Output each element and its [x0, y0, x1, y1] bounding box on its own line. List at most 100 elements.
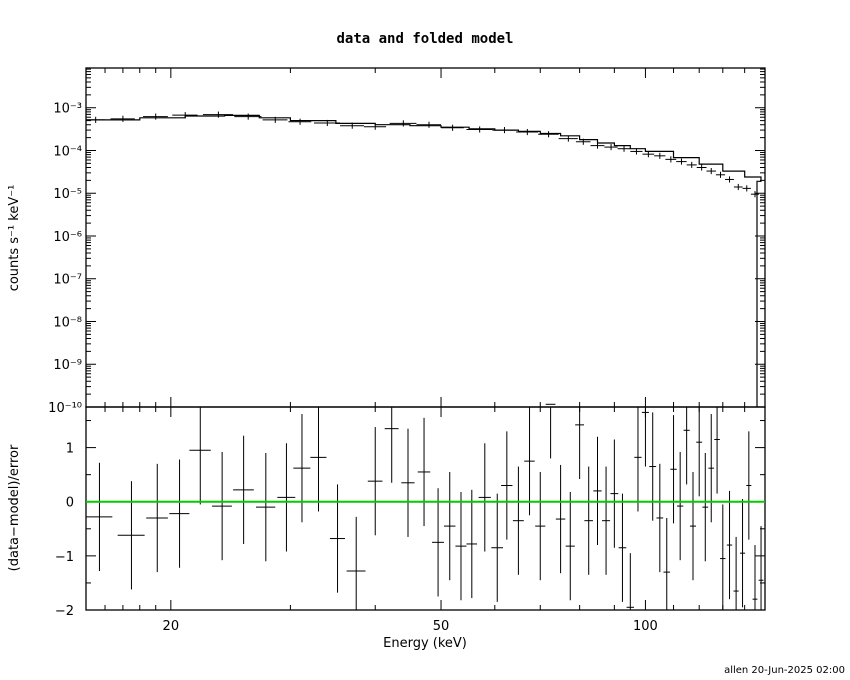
data-point	[516, 128, 539, 136]
residual-point	[293, 414, 311, 523]
residual-point	[491, 493, 504, 602]
y-tick-label: 10⁻⁵	[53, 187, 82, 202]
residual-point	[432, 488, 444, 597]
residual-point	[401, 428, 415, 537]
chart-title: data and folded model	[336, 31, 513, 47]
model-line	[86, 114, 762, 407]
residual-point	[593, 436, 602, 546]
residual-point	[501, 431, 513, 540]
residual-point	[384, 407, 399, 483]
residual-point	[758, 526, 764, 610]
residual-point	[86, 462, 113, 572]
data-point	[538, 131, 559, 138]
residual-point	[367, 427, 383, 536]
y-tick-label: 10⁻⁷	[53, 273, 82, 288]
y-tick-label: 10⁻⁹	[53, 358, 82, 373]
data-point	[654, 152, 666, 159]
lower-panel-frame	[85, 406, 766, 611]
residual-point	[708, 414, 715, 523]
residual-point	[656, 463, 664, 573]
y-tick-label: 10⁻³	[53, 102, 82, 117]
data-point	[143, 113, 168, 120]
data-point	[590, 142, 605, 149]
residual-point	[739, 499, 746, 608]
residual-point	[233, 435, 254, 544]
data-point	[363, 123, 387, 130]
residual-point	[478, 443, 491, 552]
x-tick-label: 100	[633, 619, 658, 634]
x-ticks: 20 50 100	[85, 68, 766, 634]
data-point	[642, 151, 655, 158]
data-point	[441, 124, 464, 131]
residual-point	[683, 407, 690, 485]
data-point	[604, 144, 618, 151]
residual-point	[524, 407, 535, 516]
residual-point	[752, 545, 758, 610]
data-point	[466, 126, 493, 133]
upper-panel-frame	[85, 67, 766, 408]
data-point	[575, 138, 591, 145]
data-point	[234, 113, 262, 120]
residual-point	[443, 471, 456, 581]
residual-point	[555, 464, 566, 574]
data-point	[202, 111, 234, 118]
footer-stamp: allen 20-Jun-2025 02:00	[724, 665, 845, 676]
data-point	[630, 148, 643, 155]
residual-point	[466, 489, 478, 599]
data-point	[86, 116, 106, 123]
residual-point	[584, 466, 593, 575]
upper-y-ticks: 10⁻³ 10⁻⁴ 10⁻⁵ 10⁻⁶ 10⁻⁷ 10⁻⁸ 10⁻⁹ 10⁻¹⁰	[48, 68, 765, 416]
residual-point	[417, 417, 431, 527]
data-point	[617, 145, 631, 152]
data-point	[696, 164, 707, 171]
residual-point	[189, 407, 211, 505]
data-point	[262, 116, 288, 123]
residual-point	[565, 491, 575, 601]
residual-point	[212, 451, 232, 561]
residual-point	[117, 481, 145, 590]
residual-point	[663, 517, 671, 610]
data-point	[665, 156, 677, 163]
data-series	[86, 111, 760, 198]
residual-point	[634, 407, 642, 512]
data-point	[715, 171, 726, 178]
y-tick-label: 10⁻⁶	[53, 230, 82, 245]
data-point	[172, 112, 198, 119]
residual-point	[696, 407, 703, 497]
residual-point	[733, 536, 739, 610]
data-point	[288, 118, 312, 125]
data-point	[686, 161, 697, 168]
data-point	[340, 122, 364, 129]
residual-point	[649, 412, 657, 521]
r-tick-label: 1	[66, 442, 74, 457]
lower-y-axis-label: (data−model)/error	[7, 444, 22, 571]
r-tick-label: −1	[55, 550, 74, 565]
residual-point	[714, 407, 720, 494]
data-point	[742, 185, 751, 192]
residual-point	[535, 471, 546, 581]
data-point	[416, 121, 442, 128]
r-tick-label: −2	[55, 604, 74, 619]
data-point	[706, 167, 716, 175]
residual-point	[746, 431, 752, 540]
residual-point	[512, 466, 524, 575]
data-point	[750, 191, 760, 198]
residual-point	[720, 504, 726, 610]
x-axis-label: Energy (keV)	[383, 636, 467, 651]
residual-series	[86, 403, 764, 610]
y-tick-label: 10⁻¹⁰	[48, 401, 82, 416]
residual-point	[455, 491, 467, 601]
residual-point	[689, 471, 696, 581]
residual-point	[310, 407, 327, 512]
data-point	[725, 176, 734, 183]
residual-point	[626, 553, 635, 610]
residual-point	[169, 459, 190, 568]
residual-point	[256, 453, 276, 562]
residual-point	[726, 490, 733, 600]
residual-point	[702, 453, 709, 562]
residual-point	[610, 439, 619, 548]
upper-y-axis-label: counts s⁻¹ keV⁻¹	[7, 185, 22, 292]
residual-point	[677, 451, 684, 561]
data-point	[110, 115, 135, 122]
data-point	[676, 158, 687, 165]
